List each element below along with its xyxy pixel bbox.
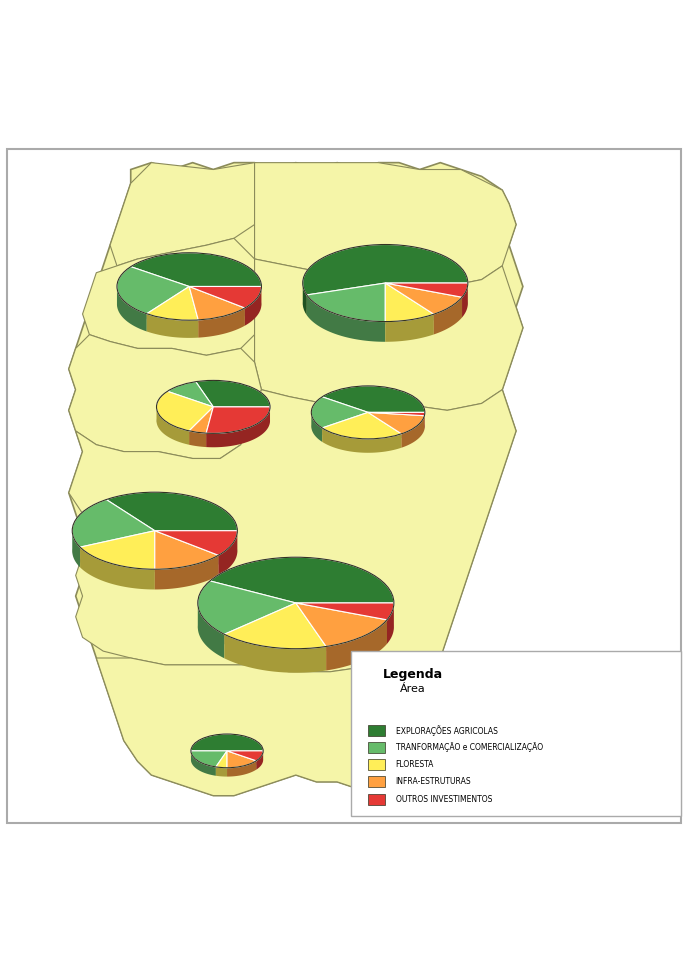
Polygon shape bbox=[157, 392, 213, 431]
Polygon shape bbox=[462, 283, 468, 318]
Ellipse shape bbox=[197, 602, 394, 652]
Polygon shape bbox=[110, 162, 255, 265]
Polygon shape bbox=[147, 287, 198, 320]
Polygon shape bbox=[326, 620, 387, 671]
Polygon shape bbox=[389, 708, 406, 715]
Polygon shape bbox=[83, 238, 255, 356]
Polygon shape bbox=[80, 531, 155, 570]
Polygon shape bbox=[198, 604, 224, 658]
Ellipse shape bbox=[312, 412, 425, 441]
Polygon shape bbox=[322, 412, 401, 439]
Polygon shape bbox=[227, 751, 256, 768]
Polygon shape bbox=[385, 283, 468, 297]
Ellipse shape bbox=[72, 530, 237, 573]
Polygon shape bbox=[69, 162, 523, 796]
Polygon shape bbox=[80, 547, 155, 589]
Polygon shape bbox=[210, 557, 394, 603]
Polygon shape bbox=[157, 407, 189, 445]
Text: FLORESTA: FLORESTA bbox=[396, 760, 434, 769]
Polygon shape bbox=[389, 699, 406, 708]
Polygon shape bbox=[106, 492, 237, 531]
Bar bbox=[368, 725, 385, 736]
Polygon shape bbox=[406, 699, 423, 708]
Polygon shape bbox=[117, 266, 189, 314]
Polygon shape bbox=[167, 382, 213, 407]
Ellipse shape bbox=[303, 282, 468, 325]
Text: EXPLORAÇÕES AGRICOLAS: EXPLORAÇÕES AGRICOLAS bbox=[396, 725, 497, 736]
Polygon shape bbox=[191, 734, 263, 751]
FancyBboxPatch shape bbox=[351, 651, 681, 816]
Polygon shape bbox=[155, 555, 218, 589]
Bar bbox=[368, 793, 385, 805]
Polygon shape bbox=[224, 635, 326, 673]
Polygon shape bbox=[216, 767, 227, 777]
Polygon shape bbox=[227, 761, 256, 777]
Polygon shape bbox=[406, 708, 423, 712]
Polygon shape bbox=[196, 380, 270, 407]
Polygon shape bbox=[96, 658, 440, 796]
Polygon shape bbox=[245, 287, 261, 326]
Polygon shape bbox=[385, 314, 434, 342]
Polygon shape bbox=[307, 283, 385, 322]
Polygon shape bbox=[303, 284, 307, 315]
Ellipse shape bbox=[156, 406, 270, 435]
Bar bbox=[368, 759, 385, 770]
Polygon shape bbox=[385, 283, 462, 314]
Polygon shape bbox=[303, 245, 468, 295]
Polygon shape bbox=[307, 295, 385, 342]
Polygon shape bbox=[400, 708, 420, 715]
Polygon shape bbox=[189, 287, 261, 308]
Text: Área: Área bbox=[400, 684, 426, 694]
Ellipse shape bbox=[117, 286, 261, 323]
Polygon shape bbox=[255, 162, 516, 287]
Polygon shape bbox=[206, 407, 270, 434]
Text: OUTROS INVESTIMENTOS: OUTROS INVESTIMENTOS bbox=[396, 794, 492, 804]
Ellipse shape bbox=[389, 708, 423, 717]
Text: Legenda: Legenda bbox=[383, 669, 443, 681]
Bar bbox=[368, 777, 385, 787]
Polygon shape bbox=[198, 308, 245, 337]
Polygon shape bbox=[155, 531, 237, 555]
Polygon shape bbox=[216, 751, 227, 768]
Polygon shape bbox=[256, 751, 263, 770]
Polygon shape bbox=[69, 390, 516, 672]
Polygon shape bbox=[189, 407, 213, 434]
Polygon shape bbox=[227, 751, 263, 761]
Polygon shape bbox=[117, 287, 147, 331]
Polygon shape bbox=[420, 708, 423, 717]
Polygon shape bbox=[191, 751, 227, 767]
Bar bbox=[368, 742, 385, 753]
Polygon shape bbox=[69, 334, 261, 459]
Polygon shape bbox=[296, 603, 394, 620]
Polygon shape bbox=[255, 259, 523, 410]
Polygon shape bbox=[434, 297, 462, 334]
Polygon shape bbox=[312, 397, 368, 428]
Polygon shape bbox=[72, 532, 80, 568]
Polygon shape bbox=[322, 428, 401, 453]
Polygon shape bbox=[155, 531, 218, 570]
Polygon shape bbox=[72, 500, 155, 547]
Polygon shape bbox=[401, 416, 424, 448]
Polygon shape bbox=[368, 412, 425, 416]
Text: INFRA-ESTRUTURAS: INFRA-ESTRUTURAS bbox=[396, 778, 471, 786]
Polygon shape bbox=[147, 314, 198, 338]
Polygon shape bbox=[191, 751, 216, 776]
Polygon shape bbox=[206, 408, 270, 447]
Polygon shape bbox=[189, 287, 245, 320]
Text: TRANFORMAÇÃO e COMERCIALIZAÇÃO: TRANFORMAÇÃO e COMERCIALIZAÇÃO bbox=[396, 743, 543, 752]
Polygon shape bbox=[312, 413, 322, 442]
Polygon shape bbox=[322, 386, 425, 412]
Polygon shape bbox=[218, 532, 237, 575]
Polygon shape bbox=[224, 603, 326, 648]
Polygon shape bbox=[387, 604, 394, 643]
Polygon shape bbox=[389, 708, 400, 720]
Polygon shape bbox=[368, 412, 424, 434]
Polygon shape bbox=[198, 581, 296, 635]
Polygon shape bbox=[400, 712, 420, 721]
Polygon shape bbox=[296, 603, 387, 646]
Polygon shape bbox=[385, 283, 434, 322]
Polygon shape bbox=[189, 431, 206, 447]
Ellipse shape bbox=[191, 750, 264, 769]
Polygon shape bbox=[131, 253, 261, 287]
